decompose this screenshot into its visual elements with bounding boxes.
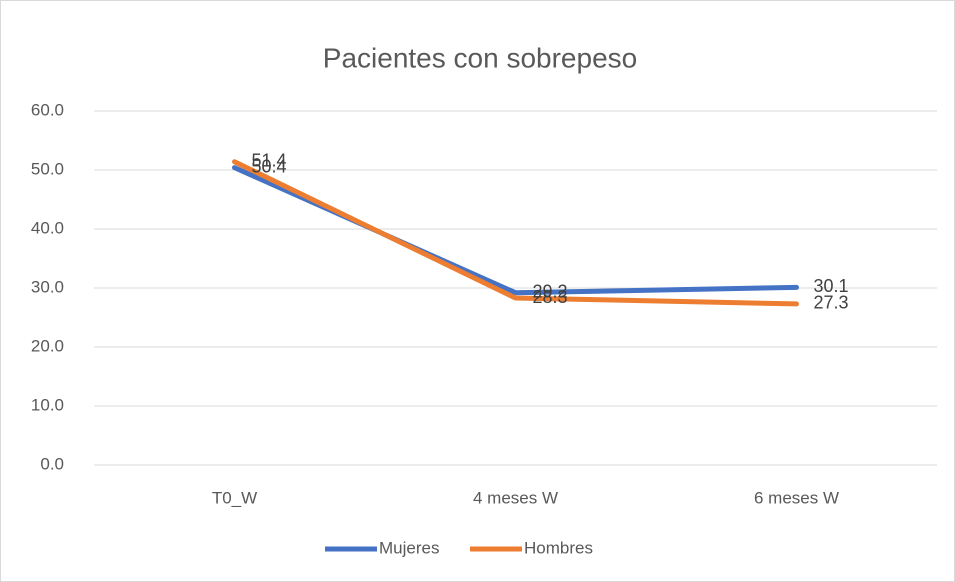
- y-tick-label: 40.0: [31, 218, 64, 237]
- x-tick-label: 6 meses W: [754, 488, 839, 507]
- legend-label: Mujeres: [379, 538, 439, 557]
- series-line: [232, 159, 799, 307]
- chart-title: Pacientes con sobrepeso: [323, 42, 637, 73]
- y-tick-label: 10.0: [31, 395, 64, 414]
- y-tick-label: 50.0: [31, 159, 64, 178]
- y-tick-label: 0.0: [40, 454, 64, 473]
- data-label: 29.2: [533, 281, 568, 301]
- data-label: 51.4: [252, 150, 287, 170]
- data-label: 27.3: [814, 293, 849, 313]
- y-tick-label: 20.0: [31, 336, 64, 355]
- y-tick-label: 30.0: [31, 277, 64, 296]
- data-label: 30.1: [814, 276, 849, 296]
- x-tick-label: 4 meses W: [473, 488, 558, 507]
- y-tick-label: 60.0: [31, 100, 64, 119]
- legend-label: Hombres: [524, 538, 593, 557]
- data-label: 50.4: [252, 156, 287, 176]
- data-label: 28.3: [533, 287, 568, 307]
- x-tick-label: T0_W: [212, 488, 257, 507]
